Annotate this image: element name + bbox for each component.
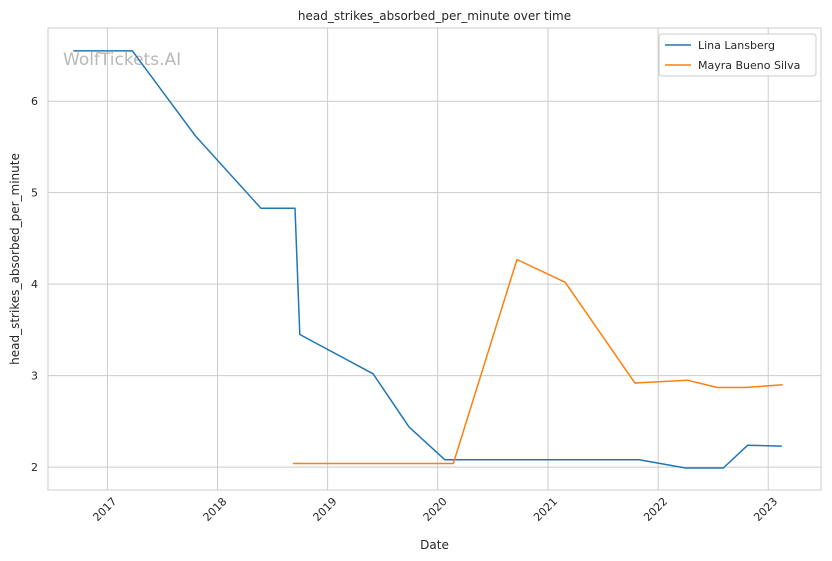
chart-title: head_strikes_absorbed_per_minute over ti… <box>298 9 571 23</box>
x-axis-title: Date <box>420 538 449 552</box>
y-tick-label: 5 <box>31 187 38 200</box>
watermark: WolfTickets.AI <box>63 50 181 70</box>
plot-area <box>48 28 821 490</box>
legend-box <box>658 33 817 77</box>
series-line <box>73 50 782 469</box>
legend-label: Mayra Bueno Silva <box>698 59 800 72</box>
y-tick-label: 3 <box>31 370 38 383</box>
legend-label: Lina Lansberg <box>698 39 775 52</box>
grid <box>48 28 821 490</box>
y-axis-title: head_strikes_absorbed_per_minute <box>8 153 22 365</box>
y-tick-label: 6 <box>31 95 38 108</box>
plot-frame <box>47 27 822 491</box>
legend: Lina Lansberg Mayra Bueno Silva <box>658 33 817 77</box>
y-tick-label: 2 <box>31 461 38 474</box>
y-tick-label: 4 <box>31 278 38 291</box>
series-line <box>292 258 783 465</box>
series-layer <box>73 50 783 469</box>
